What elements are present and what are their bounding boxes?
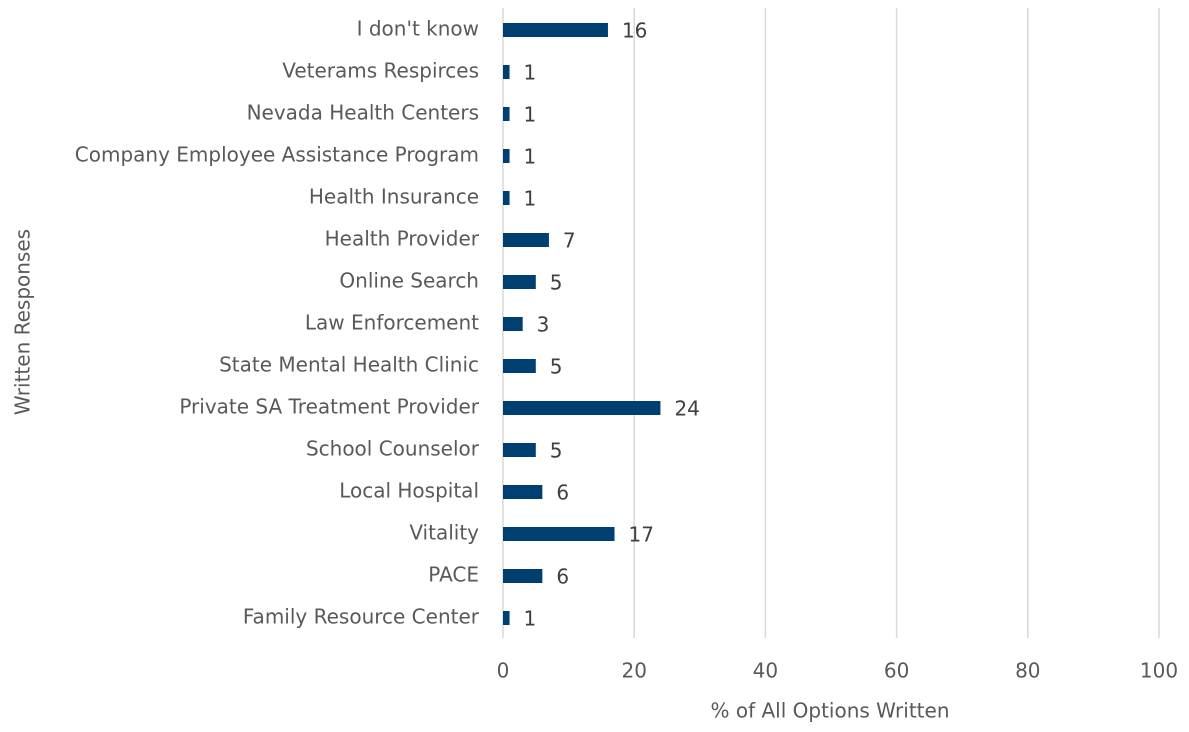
y-tick-label: State Mental Health Clinic xyxy=(219,353,479,377)
x-tick-label: 0 xyxy=(497,659,510,683)
bar xyxy=(503,611,510,625)
bar xyxy=(503,527,615,541)
data-label: 1 xyxy=(524,61,537,85)
bar xyxy=(503,275,536,289)
data-label: 7 xyxy=(563,229,576,253)
y-tick-label: Family Resource Center xyxy=(243,605,480,629)
bar xyxy=(503,485,543,499)
y-tick-label: Law Enforcement xyxy=(305,311,479,335)
data-label: 5 xyxy=(550,439,563,463)
bar xyxy=(503,191,510,205)
y-tick-label: I don't know xyxy=(357,17,479,41)
bar xyxy=(503,569,543,583)
data-label: 3 xyxy=(537,313,550,337)
bar xyxy=(503,359,536,373)
y-tick-label: Online Search xyxy=(339,269,479,293)
bar xyxy=(503,443,536,457)
bar xyxy=(503,149,510,163)
data-label: 1 xyxy=(524,607,537,631)
bar xyxy=(503,317,523,331)
y-tick-label: PACE xyxy=(428,563,479,587)
y-tick-label: Vitality xyxy=(409,521,479,545)
data-label: 24 xyxy=(674,397,699,421)
data-label: 6 xyxy=(556,481,569,505)
data-label: 5 xyxy=(550,271,563,295)
y-tick-label: School Counselor xyxy=(306,437,480,461)
data-label: 5 xyxy=(550,355,563,379)
x-tick-label: 100 xyxy=(1140,659,1178,683)
y-tick-label: Health Insurance xyxy=(309,185,479,209)
bar xyxy=(503,23,608,37)
data-label: 1 xyxy=(524,145,537,169)
y-tick-label: Veterams Respirces xyxy=(282,59,479,83)
x-axis-label: % of All Options Written xyxy=(711,699,950,723)
data-label: 16 xyxy=(622,19,647,43)
y-tick-label: Health Provider xyxy=(325,227,480,251)
data-label: 1 xyxy=(524,103,537,127)
data-label: 1 xyxy=(524,187,537,211)
y-tick-label: Nevada Health Centers xyxy=(247,101,479,125)
bar xyxy=(503,107,510,121)
bar xyxy=(503,233,549,247)
bar xyxy=(503,65,510,79)
y-tick-label: Private SA Treatment Provider xyxy=(179,395,479,419)
bar xyxy=(503,401,661,415)
y-tick-label: Local Hospital xyxy=(339,479,479,503)
x-tick-label: 60 xyxy=(884,659,909,683)
data-label: 6 xyxy=(556,565,569,589)
y-axis-label: Written Responses xyxy=(11,229,35,415)
x-tick-label: 80 xyxy=(1015,659,1040,683)
x-tick-label: 20 xyxy=(621,659,646,683)
x-tick-label: 40 xyxy=(753,659,778,683)
y-tick-label: Company Employee Assistance Program xyxy=(75,143,479,167)
data-label: 17 xyxy=(629,523,654,547)
